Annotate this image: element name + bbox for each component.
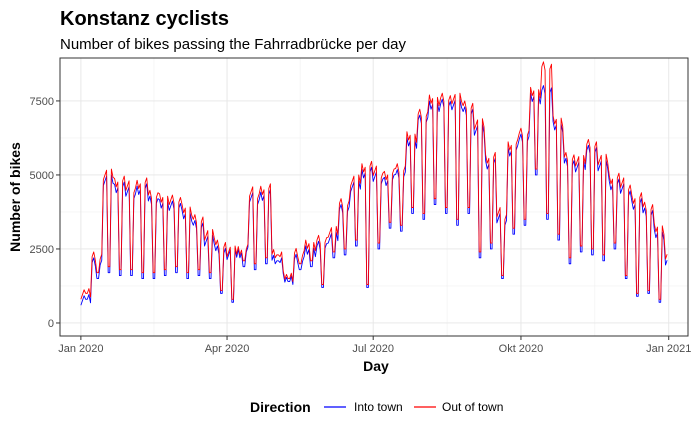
series-lines — [80, 61, 668, 306]
y-tick-label: 7500 — [30, 96, 54, 108]
x-tick-label: Jan 2021 — [646, 343, 691, 355]
legend: Direction Into town Out of town — [250, 399, 503, 415]
x-tick-label: Jul 2020 — [352, 343, 394, 355]
y-tick-label: 2500 — [30, 244, 54, 256]
y-axis-label: Number of bikes — [7, 142, 23, 252]
x-tick-label: Apr 2020 — [205, 343, 250, 355]
series-line-out-of-town — [80, 61, 668, 300]
grid — [60, 58, 688, 336]
y-tick-label: 5000 — [30, 170, 54, 182]
y-tick-label: 0 — [48, 318, 54, 330]
axes: Jan 2020 Apr 2020 Jul 2020 Okt 2020 Jan 2021… — [30, 96, 692, 355]
chart-subtitle: Number of bikes passing the Fahrradbrück… — [60, 36, 407, 53]
legend-label-into-town: Into town — [354, 400, 403, 414]
chart-title: Konstanz cyclists — [60, 8, 229, 30]
x-tick-label: Jan 2020 — [58, 343, 103, 355]
plot-panel-border — [59, 57, 689, 337]
legend-label-out-of-town: Out of town — [442, 400, 503, 414]
legend-title: Direction — [250, 399, 311, 415]
x-axis-label: Day — [363, 358, 389, 374]
x-tick-label: Okt 2020 — [499, 343, 544, 355]
